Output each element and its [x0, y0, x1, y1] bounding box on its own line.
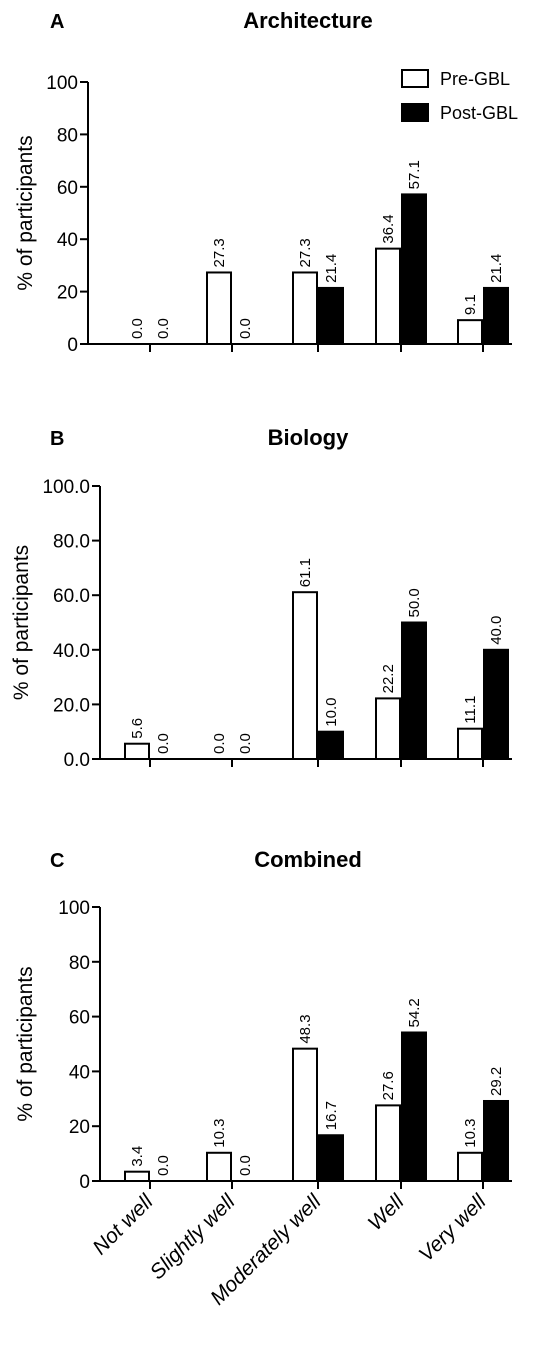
- bar-pre-gbl: [457, 1151, 483, 1182]
- category-label: Well: [364, 1189, 410, 1235]
- bar-pre-gbl: [375, 247, 401, 345]
- bar-value-label: 0.0: [155, 1155, 172, 1176]
- bar-value-label: 0.0: [155, 733, 172, 754]
- bar-value-label: 36.4: [380, 214, 397, 243]
- panel-a: A Architecture 0 20 40 60 80 100 % of participan…: [14, 8, 512, 356]
- bar-value-label: 9.1: [462, 294, 479, 315]
- y-tick-label: 40.0: [53, 641, 90, 662]
- legend-swatch-pre-gbl: [401, 69, 429, 88]
- bar-value-label: 10.0: [323, 697, 340, 726]
- y-tick-label: 0: [67, 335, 78, 356]
- category-label: Not well: [88, 1189, 158, 1259]
- legend-label-post-gbl: Post-GBL: [440, 103, 518, 123]
- bar-post-gbl: [483, 648, 509, 760]
- y-tick-label: 100: [58, 898, 90, 919]
- bar-pre-gbl: [206, 1151, 232, 1182]
- y-tick-label: 60: [69, 1008, 90, 1029]
- bar-value-label: 5.6: [129, 718, 146, 739]
- bar-post-gbl: [401, 193, 427, 345]
- category-label: Slightly well: [146, 1189, 241, 1284]
- bar-value-label: 0.0: [155, 318, 172, 339]
- y-tick-label: 80: [69, 953, 90, 974]
- bar-value-label: 27.3: [211, 238, 228, 267]
- panel-letter: C: [50, 850, 64, 872]
- bar-post-gbl: [318, 730, 344, 761]
- y-tick-label: 60: [57, 178, 78, 199]
- bar-post-gbl: [401, 621, 427, 760]
- bar-pre-gbl: [375, 1104, 401, 1182]
- bar-value-label: 61.1: [297, 558, 314, 587]
- y-tick-label: 100: [46, 73, 78, 94]
- y-tick-label: 40: [69, 1062, 90, 1083]
- bar-value-label: 21.4: [323, 254, 340, 283]
- category-label: Very well: [415, 1189, 492, 1266]
- bar-pre-gbl: [292, 1047, 318, 1182]
- bar-value-label: 48.3: [297, 1014, 314, 1043]
- panel-b: B Biology 0.0 20.0 40.0 60.0 80.0 100.0 % of par…: [10, 425, 512, 771]
- bar-value-label: 10.3: [462, 1119, 479, 1148]
- bar-post-gbl: [483, 286, 509, 346]
- bar-pre-gbl: [457, 727, 483, 761]
- y-tick-label: 80: [57, 125, 78, 146]
- bar-value-label: 50.0: [406, 588, 423, 617]
- chart-title: Architecture: [243, 8, 373, 33]
- bar-value-label: 21.4: [488, 254, 505, 283]
- bar-post-gbl: [483, 1099, 509, 1182]
- bar-value-label: 40.0: [488, 616, 505, 645]
- bar-pre-gbl: [292, 591, 318, 761]
- bar-pre-gbl: [124, 742, 150, 760]
- bar-value-label: 10.3: [211, 1119, 228, 1148]
- bar-value-label: 57.1: [406, 160, 423, 189]
- y-tick-label: 0.0: [64, 750, 90, 771]
- bar-post-gbl: [318, 286, 344, 346]
- y-tick-label: 20: [57, 283, 78, 304]
- bar-value-label: 3.4: [129, 1146, 146, 1167]
- bar-value-label: 0.0: [237, 1155, 254, 1176]
- y-tick-label: 60.0: [53, 586, 90, 607]
- bar-pre-gbl: [457, 319, 483, 345]
- legend: Pre-GBL Post-GBL: [401, 69, 518, 123]
- panel-c: C Combined 0 20 40 60 80 100 % of participants 3.…: [14, 847, 512, 1310]
- bar-value-label: 22.2: [380, 664, 397, 693]
- chart-title: Biology: [268, 425, 349, 450]
- bar-pre-gbl: [124, 1170, 150, 1182]
- bar-pre-gbl: [375, 697, 401, 760]
- bar-value-label: 27.6: [380, 1071, 397, 1100]
- y-tick-label: 20.0: [53, 695, 90, 716]
- bar-value-label: 0.0: [237, 318, 254, 339]
- bar-value-label: 0.0: [237, 733, 254, 754]
- y-axis-label: % of participants: [14, 966, 37, 1121]
- chart-title: Combined: [254, 847, 362, 872]
- panel-letter: A: [50, 11, 64, 33]
- bar-pre-gbl: [206, 271, 232, 345]
- y-tick-label: 40: [57, 230, 78, 251]
- y-axis-label: % of participants: [14, 135, 37, 290]
- y-tick-label: 0: [79, 1172, 90, 1193]
- bar-value-label: 54.2: [406, 998, 423, 1027]
- y-tick-label: 100.0: [42, 477, 90, 498]
- bar-value-label: 27.3: [297, 238, 314, 267]
- bar-post-gbl: [318, 1134, 344, 1182]
- bar-value-label: 11.1: [462, 696, 479, 724]
- panel-letter: B: [50, 428, 64, 450]
- bar-post-gbl: [401, 1031, 427, 1182]
- bar-value-label: 16.7: [323, 1101, 340, 1130]
- y-tick-label: 20: [69, 1117, 90, 1138]
- y-axis-label: % of participants: [10, 545, 33, 700]
- legend-swatch-post-gbl: [401, 103, 429, 122]
- bar-value-label: 0.0: [211, 733, 228, 754]
- bar-pre-gbl: [292, 271, 318, 345]
- bar-value-label: 29.2: [488, 1067, 505, 1096]
- legend-label-pre-gbl: Pre-GBL: [440, 69, 510, 89]
- bar-value-label: 0.0: [129, 318, 146, 339]
- y-tick-label: 80.0: [53, 532, 90, 553]
